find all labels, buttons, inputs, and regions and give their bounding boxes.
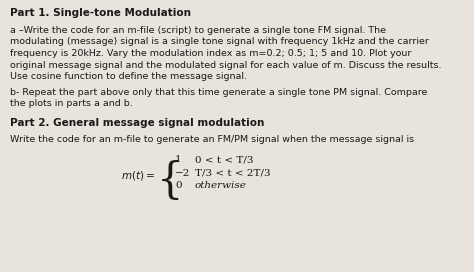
Text: T/3 < t < 2T/3: T/3 < t < 2T/3 [195,168,271,178]
Text: $m(t) =$: $m(t) =$ [121,169,155,183]
Text: −2: −2 [175,168,191,178]
Text: the plots in parts a and b.: the plots in parts a and b. [10,100,133,109]
Text: Part 1. Single-tone Modulation: Part 1. Single-tone Modulation [10,8,191,18]
Text: {: { [157,159,183,202]
Text: otherwise: otherwise [195,181,247,190]
Text: a –Write the code for an m-file (script) to generate a single tone FM signal. Th: a –Write the code for an m-file (script)… [10,26,386,35]
Text: b- Repeat the part above only that this time generate a single tone PM signal. C: b- Repeat the part above only that this … [10,88,428,97]
Text: Part 2. General message signal modulation: Part 2. General message signal modulatio… [10,118,264,128]
Text: 0: 0 [175,181,182,190]
Text: Use cosine function to define the message signal.: Use cosine function to define the messag… [10,72,247,81]
Text: Write the code for an m-file to generate an FM/PM signal when the message signal: Write the code for an m-file to generate… [10,135,414,144]
Text: 0 < t < T/3: 0 < t < T/3 [195,156,254,165]
Text: modulating (message) signal is a single tone signal with frequency 1kHz and the : modulating (message) signal is a single … [10,38,429,47]
Text: 1: 1 [175,156,182,165]
Text: original message signal and the modulated signal for each value of m. Discuss th: original message signal and the modulate… [10,60,441,70]
Text: frequency is 20kHz. Vary the modulation index as m=0.2; 0.5; 1; 5 and 10. Plot y: frequency is 20kHz. Vary the modulation … [10,49,411,58]
